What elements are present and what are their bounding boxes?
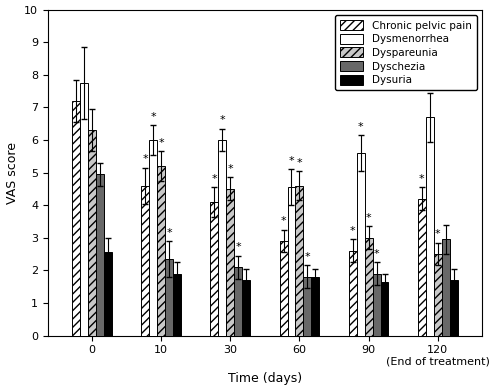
Bar: [173, 274, 181, 335]
Text: *: *: [435, 230, 440, 239]
Bar: [450, 280, 458, 335]
Text: *: *: [228, 164, 233, 174]
Text: *: *: [142, 154, 148, 164]
Bar: [210, 202, 218, 335]
Bar: [442, 239, 450, 335]
Text: *: *: [288, 156, 294, 166]
Bar: [280, 241, 287, 335]
Bar: [364, 238, 372, 335]
Text: *: *: [419, 174, 424, 184]
Bar: [141, 186, 149, 335]
X-axis label: Time (days): Time (days): [228, 373, 302, 386]
Bar: [348, 251, 356, 335]
Text: *: *: [358, 122, 364, 132]
Bar: [426, 117, 434, 335]
Bar: [104, 253, 112, 335]
Bar: [418, 199, 426, 335]
Bar: [304, 277, 312, 335]
Bar: [312, 277, 320, 335]
Bar: [372, 274, 380, 335]
Bar: [96, 174, 104, 335]
Bar: [80, 83, 88, 335]
Text: *: *: [236, 242, 241, 253]
Y-axis label: VAS score: VAS score: [6, 142, 18, 204]
Text: *: *: [427, 79, 432, 90]
Text: *: *: [374, 249, 380, 259]
Text: *: *: [150, 112, 156, 122]
Bar: [165, 259, 173, 335]
Bar: [149, 140, 157, 335]
Bar: [88, 130, 96, 335]
Bar: [218, 140, 226, 335]
Text: *: *: [166, 228, 172, 238]
Text: *: *: [304, 252, 310, 262]
Text: *: *: [296, 158, 302, 168]
Text: *: *: [158, 138, 164, 148]
Bar: [242, 280, 250, 335]
Bar: [288, 187, 296, 335]
Bar: [234, 267, 242, 335]
Text: *: *: [212, 174, 217, 184]
Legend: Chronic pelvic pain, Dysmenorrhea, Dyspareunia, Dyschezia, Dysuria: Chronic pelvic pain, Dysmenorrhea, Dyspa…: [335, 15, 476, 90]
Text: *: *: [366, 213, 372, 223]
Bar: [72, 101, 80, 335]
Bar: [434, 254, 442, 335]
Bar: [356, 153, 364, 335]
Text: *: *: [280, 216, 286, 226]
Bar: [380, 282, 388, 335]
Bar: [296, 186, 304, 335]
Text: *: *: [350, 226, 356, 236]
Text: *: *: [220, 115, 225, 125]
Bar: [157, 166, 165, 335]
Bar: [226, 189, 234, 335]
